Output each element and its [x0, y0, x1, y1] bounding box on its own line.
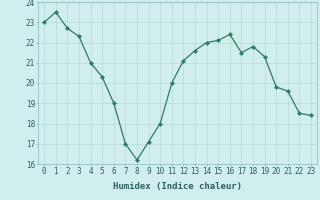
X-axis label: Humidex (Indice chaleur): Humidex (Indice chaleur) [113, 182, 242, 191]
